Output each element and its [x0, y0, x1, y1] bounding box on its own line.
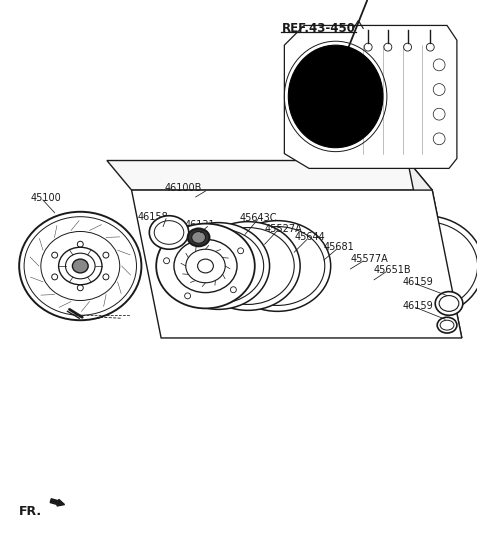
Text: 45100: 45100	[31, 193, 62, 203]
Polygon shape	[284, 26, 457, 168]
Ellipse shape	[186, 249, 225, 283]
Polygon shape	[132, 190, 462, 338]
Polygon shape	[107, 161, 432, 190]
Ellipse shape	[196, 222, 300, 310]
Ellipse shape	[24, 217, 136, 316]
Ellipse shape	[65, 253, 95, 279]
Polygon shape	[408, 161, 462, 338]
Text: 45681: 45681	[324, 243, 355, 252]
Ellipse shape	[192, 232, 205, 243]
Ellipse shape	[72, 259, 88, 273]
Ellipse shape	[288, 45, 383, 148]
Ellipse shape	[345, 222, 447, 310]
Ellipse shape	[338, 217, 453, 316]
Ellipse shape	[154, 221, 184, 244]
Text: 45643C: 45643C	[240, 213, 277, 223]
Ellipse shape	[281, 219, 392, 313]
Ellipse shape	[230, 227, 325, 305]
Ellipse shape	[373, 222, 478, 310]
Ellipse shape	[316, 223, 417, 308]
Ellipse shape	[198, 259, 214, 273]
Ellipse shape	[440, 320, 454, 330]
Text: 46158: 46158	[137, 212, 168, 222]
Text: REF.43-450: REF.43-450	[282, 21, 356, 34]
Text: 45527A: 45527A	[264, 223, 302, 234]
Text: 46159: 46159	[403, 277, 433, 287]
Ellipse shape	[435, 292, 463, 316]
Ellipse shape	[188, 228, 209, 246]
Text: 45577A: 45577A	[350, 254, 388, 264]
Text: 45651B: 45651B	[373, 265, 411, 275]
FancyArrow shape	[50, 499, 64, 506]
Text: 1140GD: 1140GD	[62, 311, 102, 322]
Ellipse shape	[202, 228, 294, 305]
Ellipse shape	[174, 239, 237, 293]
Ellipse shape	[156, 223, 255, 308]
Ellipse shape	[19, 212, 142, 320]
Ellipse shape	[310, 217, 422, 314]
Text: 46131: 46131	[185, 220, 216, 229]
Ellipse shape	[288, 225, 386, 307]
Ellipse shape	[253, 220, 361, 312]
Text: FR.: FR.	[19, 505, 42, 518]
Text: 46100B: 46100B	[164, 183, 202, 193]
Ellipse shape	[437, 317, 457, 333]
Ellipse shape	[149, 216, 189, 249]
Ellipse shape	[367, 216, 480, 316]
Text: 45644: 45644	[294, 233, 325, 243]
Ellipse shape	[224, 221, 331, 311]
Ellipse shape	[41, 232, 120, 300]
Ellipse shape	[167, 222, 270, 310]
Ellipse shape	[59, 247, 102, 284]
Text: 46159: 46159	[403, 300, 433, 311]
Ellipse shape	[439, 295, 459, 311]
Ellipse shape	[259, 226, 355, 306]
Ellipse shape	[173, 228, 264, 304]
